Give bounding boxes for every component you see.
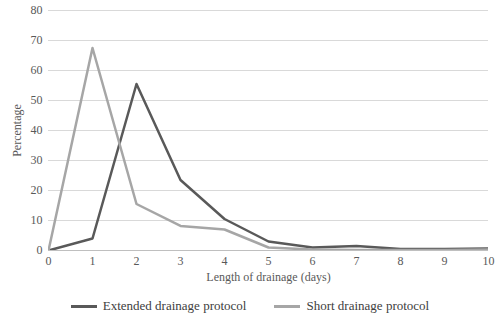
svg-text:6: 6 — [310, 254, 316, 268]
svg-text:2: 2 — [134, 254, 140, 268]
html-text:Short drainage protocol: Short drainage protocol — [306, 298, 430, 313]
svg-text:70: 70 — [31, 33, 43, 47]
svg-text:0: 0 — [46, 254, 52, 268]
svg-text:10: 10 — [31, 213, 43, 227]
svg-text:1: 1 — [90, 254, 96, 268]
svg-text:4: 4 — [222, 254, 228, 268]
svg-text:40: 40 — [31, 123, 43, 137]
svg-text:Percentage: Percentage — [10, 104, 24, 157]
svg-text:7: 7 — [354, 254, 360, 268]
html-text:Extended drainage protocol: Extended drainage protocol — [102, 298, 247, 313]
svg-text:60: 60 — [31, 63, 43, 77]
svg-text:Length of drainage (days): Length of drainage (days) — [206, 270, 330, 284]
svg-text:20: 20 — [31, 183, 43, 197]
svg-text:3: 3 — [178, 254, 184, 268]
svg-text:5: 5 — [266, 254, 272, 268]
svg-text:50: 50 — [31, 93, 43, 107]
svg-text:9: 9 — [442, 254, 448, 268]
svg-text:80: 80 — [31, 3, 43, 17]
svg-text:10: 10 — [483, 254, 495, 268]
svg-text:8: 8 — [398, 254, 404, 268]
svg-text:30: 30 — [31, 153, 43, 167]
svg-text:0: 0 — [37, 243, 43, 257]
